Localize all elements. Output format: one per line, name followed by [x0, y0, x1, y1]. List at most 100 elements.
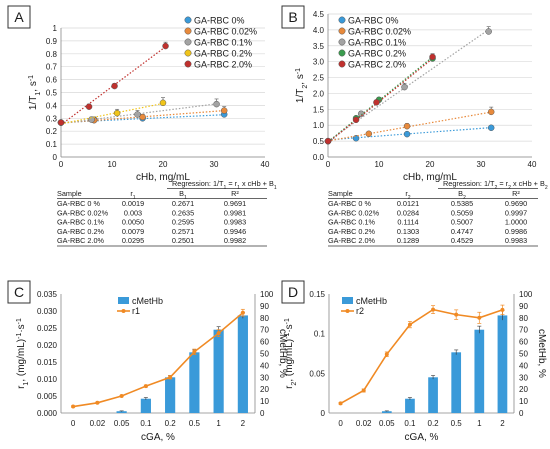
y-right-tick-label: 40: [260, 361, 269, 370]
table-value-cell: 0.2595: [172, 218, 194, 227]
data-point: [88, 116, 95, 123]
y-right-tick-label: 90: [519, 302, 528, 311]
table-header-cell: B1: [179, 189, 187, 201]
x-tick-label: 20: [159, 160, 168, 169]
legend-marker: [184, 27, 192, 35]
legend-label: GA-RBC 0.2%: [348, 49, 406, 59]
bar: [451, 352, 462, 413]
data-point: [403, 130, 411, 138]
subscript: 1: [224, 185, 227, 191]
y-right-tick-label: 20: [260, 385, 269, 394]
subscript: 1: [184, 195, 187, 201]
x-axis-label: cGA, %: [141, 432, 175, 443]
table-sample-cell: GA-RBC 0 %: [57, 199, 100, 208]
data-point: [134, 111, 141, 118]
table-value-cell: 0.0079: [122, 227, 144, 236]
y-right-tick-label: 80: [260, 314, 269, 323]
y-tick-label: 2.0: [313, 89, 325, 98]
table-value-cell: 0.9982: [224, 236, 246, 245]
data-point: [429, 53, 436, 61]
table-header-cell: B2: [458, 189, 466, 201]
y-tick-label: 0.010: [37, 375, 58, 384]
subscript: 2: [508, 185, 511, 191]
table-value-cell: 0.9997: [505, 208, 527, 217]
label-part: R²: [231, 189, 239, 198]
table-value-cell: 0.0121: [397, 199, 419, 208]
table-header-cell: Sample: [328, 189, 353, 198]
data-point: [213, 100, 220, 108]
panel-B: B 0.0 0.5 1.0 1.5 2.0 2.5 3.0 3.5 4.0 4.5 0 10 20 30 40…: [281, 5, 537, 183]
line-point: [143, 384, 148, 389]
table-value-cell: 0.9691: [224, 199, 246, 208]
subscript: 1: [237, 185, 240, 191]
legend-marker: [338, 60, 346, 68]
y-tick-label: 0.05: [309, 369, 325, 378]
table-sample-cell: GA-RBC 0.02%: [328, 208, 380, 217]
label-part: , (mg/mL): [284, 339, 295, 382]
y-axis-label: r1, (mg/mL)-1·s-1: [16, 318, 30, 389]
table-sample-cell: GA-RBC 2.0%: [57, 236, 105, 245]
line-point: [216, 331, 221, 336]
legend-marker: [338, 38, 346, 46]
line-point: [95, 400, 100, 405]
subscript: 2: [463, 195, 466, 201]
legend-label: r2: [356, 306, 364, 316]
y-tick-label: 0.6: [46, 76, 58, 85]
data-point: [487, 108, 495, 116]
data-point: [373, 99, 380, 106]
x-tick-label: 0.5: [451, 419, 463, 428]
subscript: 2: [302, 85, 309, 89]
x-tick-label: 0.1: [140, 419, 152, 428]
x-tick-label: 0.02: [356, 419, 372, 428]
table-value-cell: 0.2635: [172, 208, 194, 217]
trendline-2: [60, 110, 225, 124]
legend-line-marker: [121, 309, 126, 313]
y-tick-label: 1.5: [313, 105, 325, 114]
table-sample-cell: GA-RBC 2.0%: [328, 236, 376, 245]
table-value-cell: 0.4747: [451, 227, 473, 236]
x-tick-label: 10: [108, 160, 117, 169]
subscript: 2: [545, 185, 548, 191]
x-tick-label: 0.02: [90, 419, 106, 428]
y-tick-label: 0.0: [313, 153, 325, 162]
y-tick-label: 0: [53, 153, 58, 162]
label-part: 1/T: [28, 96, 39, 110]
bar: [140, 398, 151, 413]
superscript: -1: [16, 333, 23, 339]
trendline-3: [327, 29, 489, 142]
x-tick-label: 0: [338, 419, 343, 428]
label-part: Sample: [57, 189, 82, 198]
label-part: , s: [28, 81, 39, 92]
superscript: -1: [16, 318, 23, 324]
y-tick-label: 0.7: [46, 63, 58, 72]
bar: [116, 411, 127, 413]
data-point: [162, 42, 169, 50]
y-tick-label: 0.9: [46, 37, 58, 46]
x-tick-label: 1: [216, 419, 221, 428]
table-value-cell: 0.5007: [451, 218, 473, 227]
y-right-tick-label: 100: [519, 290, 533, 299]
line-point: [168, 375, 173, 380]
table-header-cell: r2: [405, 189, 410, 201]
x-axis-label: cHb, mg/mL: [403, 172, 457, 183]
data-point: [365, 130, 373, 138]
x-tick-label: 40: [261, 160, 270, 169]
y-tick-label: 4.5: [313, 10, 325, 19]
line-point: [431, 307, 436, 312]
superscript: -1: [28, 75, 35, 81]
table-value-cell: 1.0000: [505, 218, 527, 227]
panel-A: A00.10.20.30.40.50.60.70.80.910 10 20 30 40c…: [7, 5, 270, 183]
legend-label: GA-RBC 0.1%: [348, 38, 406, 48]
x-tick-label: 10: [375, 160, 384, 169]
series-line-r1: [73, 312, 244, 408]
x-tick-label: 30: [477, 160, 486, 169]
panel-letter-box: [281, 5, 305, 29]
panel-letter: A: [14, 9, 24, 25]
legend-label: GA-RBC 0%: [194, 16, 245, 26]
data-point: [159, 99, 167, 107]
data-point: [352, 116, 360, 124]
legend-marker: [338, 16, 346, 24]
subscript: 1: [35, 92, 42, 96]
y-right-tick-label: 50: [260, 350, 269, 359]
